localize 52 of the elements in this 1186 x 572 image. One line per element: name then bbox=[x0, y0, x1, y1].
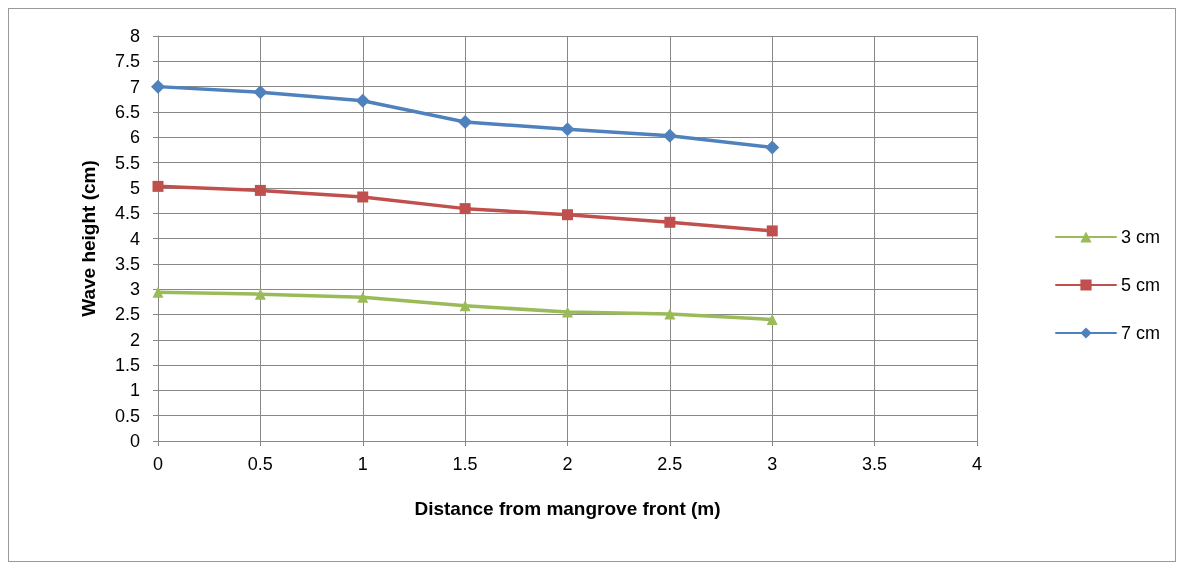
y-tick-label: 3 bbox=[129, 279, 140, 300]
y-tick-label: 2.5 bbox=[114, 304, 140, 325]
point bbox=[562, 306, 573, 318]
point bbox=[254, 184, 266, 196]
point bbox=[253, 85, 268, 100]
legend-label: 5 cm bbox=[1120, 275, 1161, 295]
y-tick-label: 7 bbox=[129, 76, 140, 97]
point bbox=[357, 291, 369, 303]
point bbox=[662, 128, 677, 143]
y-tick-label: 7.5 bbox=[114, 51, 140, 72]
y-tick-label: 0.5 bbox=[114, 405, 140, 426]
x-tick-label: 4 bbox=[971, 454, 983, 474]
x-tick-label: 1 bbox=[357, 454, 368, 474]
point bbox=[254, 288, 266, 300]
point bbox=[664, 308, 676, 320]
x-tick-label: 3 bbox=[767, 454, 778, 474]
point bbox=[560, 122, 575, 137]
y-tick-label: 5 bbox=[129, 177, 140, 198]
x-tick-label: 0.5 bbox=[247, 454, 273, 474]
point bbox=[357, 191, 369, 203]
y-tick-label: 1.5 bbox=[114, 355, 140, 376]
y-tick-label: 0 bbox=[129, 431, 140, 451]
point bbox=[458, 115, 473, 130]
y-tick-label: 4.5 bbox=[114, 203, 140, 224]
point bbox=[766, 225, 778, 237]
point bbox=[664, 216, 676, 228]
y-tick-label: 3.5 bbox=[114, 253, 140, 274]
x-tick-label: 3.5 bbox=[862, 454, 888, 474]
legend-label: 3 cm bbox=[1120, 227, 1161, 247]
y-tick-label: 1 bbox=[129, 380, 140, 401]
y-tick-label: 6.5 bbox=[114, 101, 140, 122]
y-tick-label: 5.5 bbox=[114, 152, 140, 173]
x-tick-label: 0 bbox=[152, 454, 164, 474]
y-tick-label: 8 bbox=[129, 26, 140, 46]
legend-label: 7 cm bbox=[1120, 323, 1161, 343]
point bbox=[459, 203, 471, 215]
x-tick-label: 2 bbox=[562, 454, 573, 474]
x-tick-label: 2.5 bbox=[657, 454, 683, 474]
y-tick-label: 4 bbox=[129, 228, 140, 249]
point bbox=[765, 140, 780, 155]
y-tick-label: 6 bbox=[129, 127, 140, 148]
x-tick-label: 1.5 bbox=[452, 454, 478, 474]
point bbox=[562, 209, 573, 221]
point bbox=[766, 314, 778, 325]
point bbox=[152, 180, 164, 192]
point bbox=[355, 93, 370, 108]
point bbox=[459, 300, 471, 312]
y-axis-title: Wave height (cm) bbox=[78, 160, 99, 317]
point bbox=[152, 286, 164, 298]
x-axis-title: Distance from mangrove front (m) bbox=[414, 498, 721, 519]
y-tick-label: 2 bbox=[129, 329, 140, 350]
point bbox=[151, 79, 165, 94]
